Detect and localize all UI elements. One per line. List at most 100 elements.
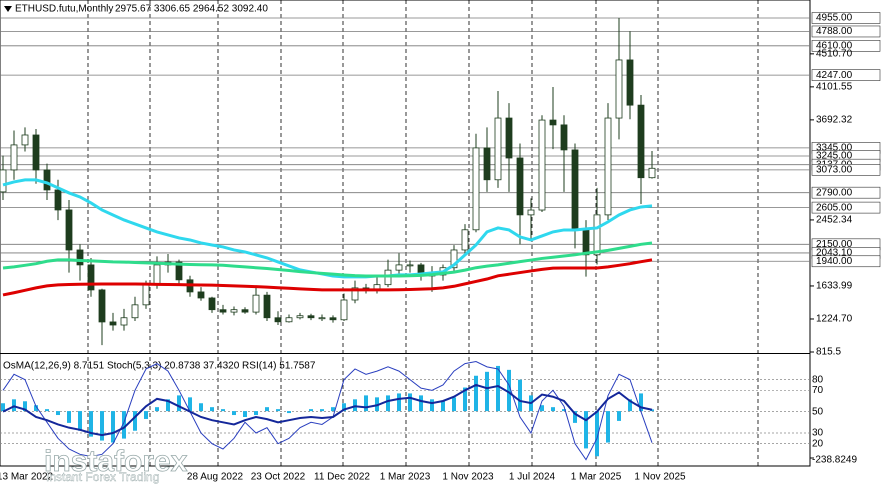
osma-bar (606, 411, 610, 443)
osma-bar (628, 399, 632, 412)
candle-body (98, 289, 106, 323)
candle-body (340, 299, 348, 321)
level-label-box (811, 69, 881, 81)
level-label: 4247.00 (816, 70, 853, 81)
osc-tick-label: 80 (812, 374, 824, 385)
candle-body (54, 189, 62, 211)
candle-body (329, 317, 337, 321)
osma-bar (188, 397, 192, 412)
oscillator-line (2, 383, 653, 437)
level-label: 3245.00 (816, 151, 853, 162)
chart-title: ETHUSD.futu,Monthly (15, 4, 113, 15)
watermark-slogan: Instant Forex Trading (46, 470, 159, 484)
candle-body (582, 229, 590, 256)
osma-bar (364, 395, 368, 412)
osma-bar (243, 411, 247, 417)
osma-bar (210, 407, 214, 412)
osma-bar (177, 395, 181, 412)
candle-body (483, 147, 491, 181)
osma-bar (265, 407, 269, 412)
candle-body (241, 309, 249, 313)
candle-body (626, 59, 634, 106)
candle-body (494, 117, 502, 181)
osma-bar (650, 409, 654, 412)
candle-body (604, 117, 612, 216)
candle-body (197, 291, 205, 299)
osma-bar (518, 379, 522, 412)
x-tick-label: 1 Mar 2025 (571, 472, 622, 483)
level-label: 4788.00 (816, 26, 853, 37)
y-tick-label: 815.5 (816, 347, 841, 358)
y-tick-label: 1224.70 (816, 314, 853, 325)
osma-bar (122, 411, 126, 439)
candle-body (450, 249, 458, 269)
x-tick-label: 1 Nov 2025 (634, 472, 686, 483)
level-label-box (811, 40, 881, 52)
candle-body (43, 169, 51, 191)
candle-body (230, 309, 238, 313)
candle-body (0, 169, 7, 193)
indicator-title: OsMA(12,26,9) 8.7151 Stoch(5,3,3) 20.873… (3, 361, 316, 372)
osma-bar (276, 409, 280, 412)
candle-body (76, 249, 84, 266)
osma-bar (441, 401, 445, 412)
osma-bar (1, 403, 5, 412)
candle-body (32, 134, 40, 171)
osma-bar (507, 369, 511, 412)
candle-body (549, 119, 557, 126)
candle-body (505, 117, 513, 159)
level-label-box (811, 12, 881, 24)
osma-bar (397, 393, 401, 412)
watermark-brand: instaforex (44, 445, 188, 478)
candle-body (472, 147, 480, 231)
osma-bar (67, 411, 71, 423)
osma-bar (89, 411, 93, 437)
x-tick-label: 11 Dec 2022 (314, 472, 370, 483)
candle-body (10, 144, 18, 171)
candle-body (637, 104, 645, 179)
candle-body (274, 317, 282, 323)
candle-body (87, 264, 95, 291)
candle-body (527, 209, 535, 216)
osma-bar (23, 401, 27, 412)
y-tick-label: 2452.34 (816, 215, 853, 226)
y-tick-label: 4510.70 (816, 48, 853, 59)
level-label: 4955.00 (816, 13, 853, 24)
osma-bar (320, 409, 324, 412)
candle-body (516, 157, 524, 216)
osma-bar (540, 405, 544, 412)
candle-body (263, 294, 271, 319)
level-label: 3073.00 (816, 164, 853, 175)
osma-bar (430, 399, 434, 412)
osma-bar (232, 411, 236, 416)
x-tick-label: 23 Oct 2022 (251, 472, 306, 483)
osma-bar (34, 405, 38, 412)
candle-body (21, 134, 29, 146)
x-tick-label: 13 Mar 2022 (0, 472, 54, 483)
osma-bar (309, 409, 313, 412)
level-label: 2790.00 (816, 187, 853, 198)
candle-body (285, 317, 293, 323)
level-label: 3345.00 (816, 143, 853, 154)
level-label: 1940.00 (816, 256, 853, 267)
osma-bar (485, 371, 489, 412)
candle-body (109, 321, 117, 326)
level-label-box (811, 186, 881, 199)
osma-bar (144, 411, 148, 419)
candle-body (307, 315, 315, 319)
level-label-box (811, 201, 881, 214)
candle-body (252, 294, 260, 313)
candle-body (175, 261, 183, 281)
x-tick-label: 1 Mar 2023 (380, 472, 431, 483)
osma-bar (617, 411, 621, 421)
osc-tick-label: 20 (812, 438, 824, 449)
osma-bar (463, 387, 467, 412)
osma-bar (287, 411, 291, 414)
level-label: 4610.00 (816, 40, 853, 51)
osma-bar (133, 411, 137, 431)
level-label: 2150.00 (816, 239, 853, 250)
candle-body (208, 297, 216, 311)
candle-body (395, 264, 403, 271)
menu-arrow[interactable] (4, 6, 12, 12)
